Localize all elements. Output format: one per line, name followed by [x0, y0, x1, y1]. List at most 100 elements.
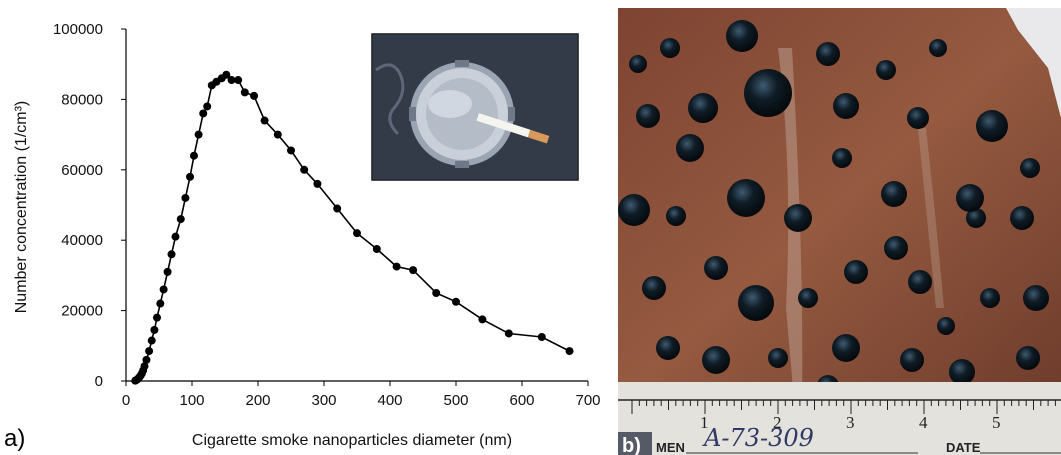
anthracotic-nodule [656, 336, 680, 360]
chart-axes [125, 29, 588, 382]
y-tick-label: 0 [95, 373, 103, 390]
anthracotic-nodule [1016, 346, 1040, 370]
anthracotic-nodule [876, 60, 896, 80]
ruler-number: 3 [846, 413, 855, 432]
data-point [159, 285, 168, 294]
y-tick-label: 20000 [61, 303, 103, 320]
anthracotic-nodule [937, 317, 955, 335]
anthracotic-nodule [832, 334, 860, 362]
ruler-number: 5 [992, 413, 1001, 432]
panel-b-photo: 1 2 3 4 5 b) MEN A-73-309 DATE [618, 8, 1061, 455]
x-tick-label: 500 [443, 392, 468, 409]
anthracotic-nodule [966, 208, 986, 228]
y-axis-label: Number concentration (1/cm³) [13, 101, 30, 314]
data-point [199, 109, 208, 118]
x-tick-label: 0 [122, 392, 130, 409]
data-point [150, 325, 159, 334]
data-point [313, 179, 322, 188]
data-point [432, 289, 441, 297]
y-axis-ticks: 0 20000 40000 60000 80000 100000 [53, 21, 126, 390]
date-label: DATE [946, 440, 981, 455]
data-point [171, 232, 180, 241]
data-point [250, 91, 259, 100]
x-axis-ticks: 0 100 200 300 400 500 600 700 [122, 381, 601, 409]
anthracotic-nodule [784, 204, 812, 232]
inset-photo-ashtray [371, 33, 579, 181]
anthracotic-nodule [1020, 158, 1040, 178]
data-point [234, 76, 243, 85]
anthracotic-nodule [832, 148, 852, 168]
data-point [153, 313, 162, 322]
data-point [227, 76, 236, 85]
x-tick-label: 100 [179, 392, 204, 409]
ruler-number: 2 [773, 413, 782, 432]
anthracotic-nodule [844, 260, 868, 284]
anthracotic-nodule [833, 93, 859, 119]
anthracotic-nodule [642, 276, 666, 300]
data-point [565, 347, 574, 356]
ruler-number: 1 [700, 413, 709, 432]
series-points [131, 70, 574, 385]
anthracotic-nodule [980, 288, 1000, 308]
panel-b-letter: b) [622, 435, 641, 455]
anthracotic-nodule [907, 107, 929, 129]
data-point [194, 130, 203, 139]
handwritten-specimen-code: A-73-309 [702, 424, 814, 452]
data-point [142, 355, 151, 364]
anthracotic-nodule [688, 93, 718, 123]
anthracotic-nodule [702, 346, 730, 374]
x-tick-label: 300 [311, 392, 336, 409]
panel-a-letter: a) [4, 425, 25, 452]
y-tick-label: 80000 [61, 91, 103, 108]
data-point [273, 130, 282, 139]
lung-specimen-image: 1 2 3 4 5 b) MEN A-73-309 DATE [618, 8, 1061, 455]
anthracotic-nodule [660, 38, 680, 58]
anthracotic-nodule [900, 348, 924, 372]
anthracotic-nodule [666, 206, 686, 226]
anthracotic-nodule [738, 285, 774, 321]
data-point [189, 151, 198, 160]
y-tick-label: 100000 [53, 21, 103, 38]
anthracotic-nodule [629, 55, 647, 73]
anthracotic-nodule [956, 184, 984, 212]
data-point [222, 70, 231, 79]
ruler-number: 4 [919, 413, 928, 432]
x-tick-label: 400 [377, 392, 402, 409]
data-point [409, 266, 418, 275]
anthracotic-nodule [704, 256, 728, 280]
panel-a-chart: 0 100 200 300 400 500 600 700 0 20000 40000 60000 8… [4, 21, 601, 452]
data-point [392, 262, 401, 271]
anthracotic-nodule [676, 134, 704, 162]
anthracotic-nodule [881, 181, 907, 207]
ruler-ticks [631, 400, 1056, 414]
data-point [333, 204, 342, 213]
data-point [452, 297, 460, 306]
x-axis-label: Cigarette smoke nanoparticles diameter (… [192, 432, 512, 449]
y-tick-label: 40000 [61, 232, 103, 249]
data-point [176, 215, 185, 224]
anthracotic-nodule [1023, 285, 1049, 311]
x-tick-label: 200 [245, 392, 270, 409]
anthracotic-nodule [976, 110, 1008, 142]
data-point [372, 245, 381, 253]
data-point [203, 102, 212, 111]
anthracotic-nodule [816, 42, 840, 66]
data-point [353, 229, 361, 238]
data-point [504, 329, 513, 338]
data-point [478, 315, 487, 324]
anthracotic-nodule [929, 39, 947, 57]
x-tick-label: 600 [509, 392, 534, 409]
data-point [147, 336, 156, 345]
data-point [156, 299, 165, 308]
data-point [167, 250, 176, 259]
nodules-group [618, 20, 1049, 409]
anthracotic-nodule [726, 20, 758, 52]
y-tick-label: 60000 [61, 162, 103, 179]
ruler-numbers: 1 2 3 4 5 [700, 413, 1001, 432]
anthracotic-nodule [798, 288, 818, 308]
anthracotic-nodule [949, 359, 975, 385]
anthracotic-nodule [744, 69, 792, 117]
data-point [260, 116, 269, 125]
specimen-label: MEN [656, 440, 685, 455]
